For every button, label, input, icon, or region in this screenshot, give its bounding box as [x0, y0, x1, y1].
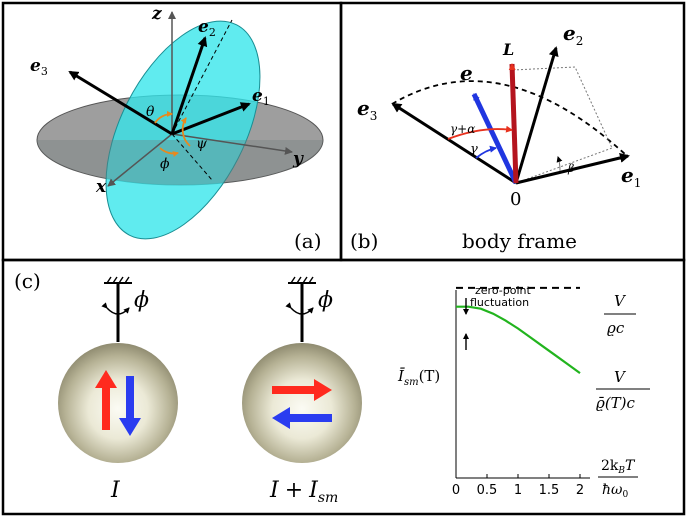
gamma-alpha-label: γ+α [450, 122, 475, 136]
phi-label-2: ϕ [318, 288, 333, 313]
panel-a-label: (a) [294, 229, 322, 253]
sphere-1 [58, 343, 178, 463]
precession-arc [391, 80, 627, 156]
torsion-arrow-2 [285, 302, 314, 315]
panel-c: (c) ϕ I ϕ I + Ism [14, 269, 650, 506]
pendulum-1: ϕ I [58, 276, 178, 503]
gamma-alpha-arc [447, 125, 513, 140]
dashed-line-upper [171, 19, 233, 135]
gamma-label: γ [470, 142, 478, 157]
b-e2-label: e2 [563, 21, 583, 48]
ceiling-hatch-2 [290, 276, 314, 284]
arrow-red-right-head [314, 379, 332, 401]
psi-label: ψ [196, 136, 208, 152]
axis-y-label: y [292, 149, 304, 169]
b-e1-label: e1 [621, 163, 641, 190]
axis-z-label: z [151, 4, 162, 24]
upper-fraction-den: ϱc [607, 319, 625, 337]
vector-b-L [508, 63, 519, 184]
x-tick-label-3: 1.5 [539, 483, 560, 498]
label-I-plus-Ism: I + Ism [269, 478, 338, 506]
x-fraction-den: ħω0 [602, 482, 628, 500]
sphere-2 [242, 343, 362, 463]
x-tick-label-0: 0 [452, 483, 460, 498]
ceiling-hatch-1 [106, 276, 130, 284]
panel-a: z y x e1 e2 e3 θ ϕ ψ (a) [30, 4, 324, 253]
phi-label: ϕ [160, 156, 170, 172]
vector-b-e3 [391, 102, 517, 185]
theta-arc [154, 110, 173, 124]
x-axis [107, 133, 173, 187]
axis-x-label: x [95, 177, 107, 197]
x-tick-label-2: 1 [514, 483, 522, 498]
b-e3-label: e3 [357, 96, 377, 123]
beta-label: β [567, 162, 574, 175]
phi-arc [159, 147, 179, 157]
phi-label-1: ϕ [134, 288, 149, 313]
e2-label: e2 [198, 17, 216, 39]
panel-c-border [1, 258, 686, 516]
chart: 0 0.5 1 1.5 2 zero-point fluctuation Īsm(T) … [397, 284, 650, 500]
arrow-blue-left-head [272, 407, 290, 429]
vector-b-e1 [515, 153, 630, 185]
b-e-label: e [460, 61, 473, 85]
label-I: I [110, 478, 121, 503]
arrow-red-up-head [95, 370, 117, 388]
gamma-arc [475, 145, 497, 159]
pendulum-2: ϕ I + Ism [242, 276, 362, 506]
x-fraction-num: 2kBT [601, 458, 636, 476]
x-tick-label-4: 2 [576, 483, 584, 498]
projection-line-2 [515, 147, 613, 184]
xy-plane-front [37, 140, 323, 185]
panel-b: e3 e2 e1 e L γ+α γ β 0 (b) body frame [350, 21, 641, 253]
e1-label: e1 [252, 86, 270, 108]
beta-arc [556, 156, 563, 172]
vector-e2 [170, 36, 208, 135]
e3-label: e3 [30, 56, 48, 78]
b-L-label: L [502, 40, 514, 59]
vector-e3 [68, 70, 173, 136]
zero-point-label-1: zero-point [475, 284, 531, 297]
psi-arc [180, 117, 191, 147]
zero-point-label-2: fluctuation [470, 296, 529, 309]
panel-c-label: (c) [14, 269, 41, 293]
lower-fraction-num: V [614, 368, 627, 386]
dashed-line-lower [171, 133, 213, 181]
projection-lines [512, 66, 613, 149]
vector-e1 [171, 102, 251, 136]
chart-series-curve [456, 305, 581, 374]
upper-fraction-num: V [614, 292, 627, 310]
theta-label: θ [146, 104, 155, 120]
x-tick-label-1: 0.5 [477, 483, 498, 498]
origin-label: 0 [510, 189, 521, 210]
lower-fraction-den: ϱ̄(T)c [596, 394, 636, 412]
torsion-arrow-1 [101, 302, 130, 315]
chart-y-label: Īsm(T) [397, 367, 440, 388]
chart-x-ticks: 0 0.5 1 1.5 2 [452, 474, 584, 498]
panel-b-label: (b) [350, 229, 378, 253]
vector-b-e [471, 92, 519, 185]
body-frame-caption: body frame [462, 229, 577, 253]
vector-b-e2 [514, 46, 559, 184]
y-axis [171, 133, 293, 155]
arrow-blue-down-head [119, 418, 141, 436]
